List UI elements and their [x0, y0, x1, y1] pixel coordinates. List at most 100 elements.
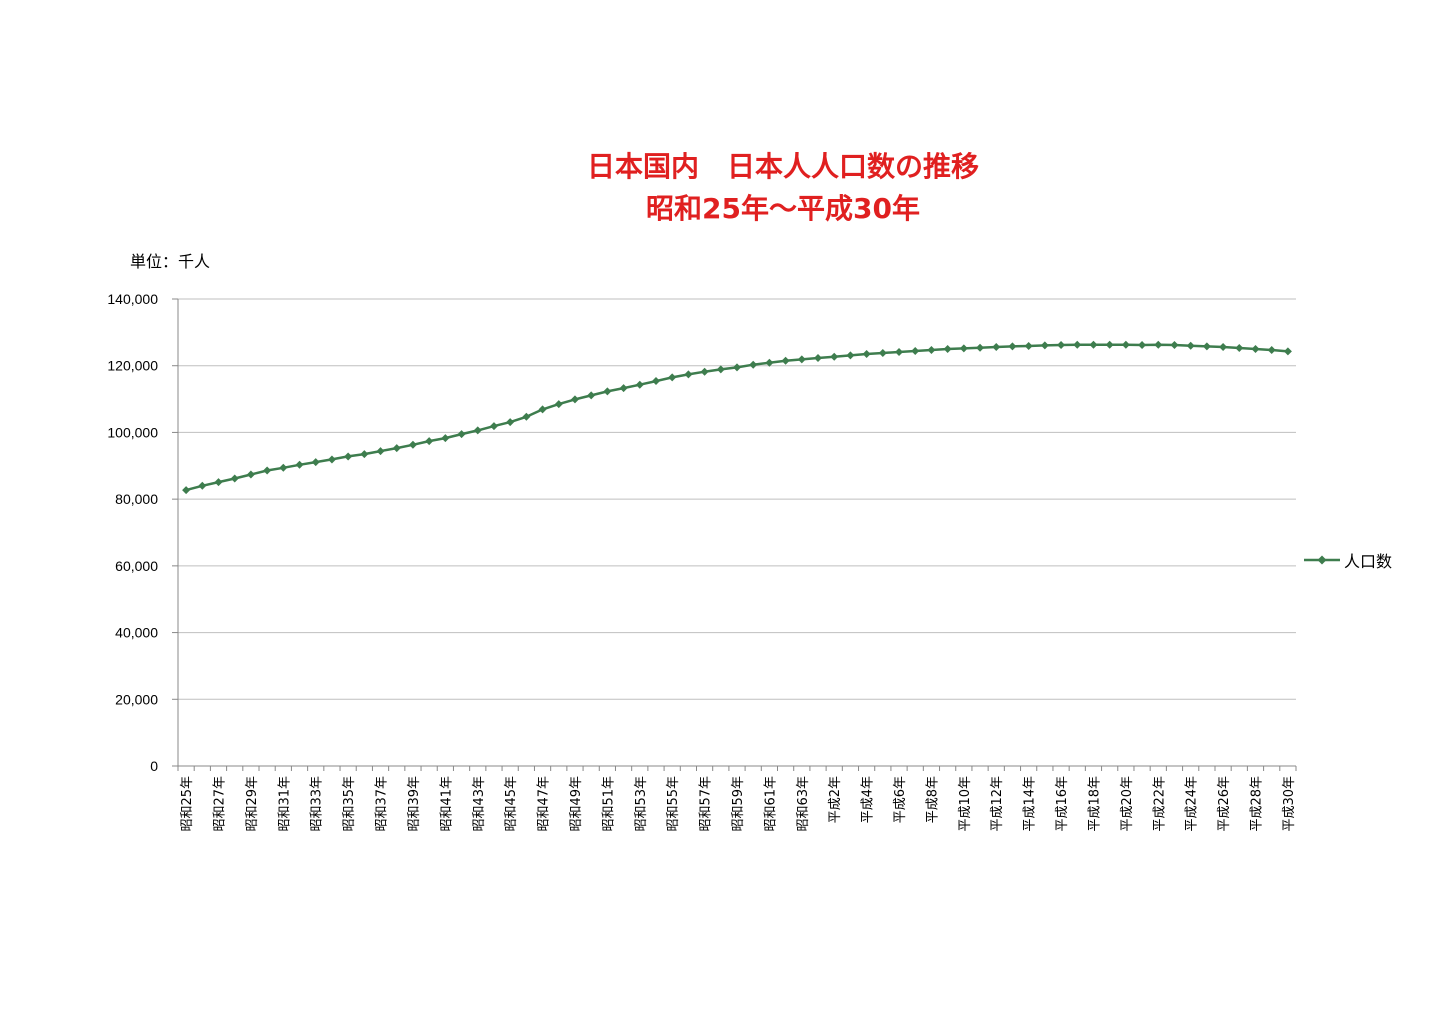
x-tick-label: 昭和57年 — [699, 776, 714, 832]
y-tick-label: 20,000 — [115, 691, 158, 707]
data-point — [522, 412, 531, 421]
y-tick-label: 40,000 — [115, 625, 158, 641]
data-point — [1008, 342, 1017, 351]
data-point — [878, 349, 887, 358]
legend: 人口数 — [1304, 548, 1392, 572]
y-tick-label: 140,000 — [107, 291, 158, 307]
data-point — [797, 355, 806, 364]
data-point — [214, 478, 223, 487]
data-point — [765, 358, 774, 367]
data-point — [830, 352, 839, 361]
x-tick-label: 平成24年 — [1185, 776, 1200, 832]
data-point — [603, 387, 612, 396]
data-point — [976, 343, 985, 352]
x-tick-label: 昭和39年 — [407, 776, 422, 832]
x-tick-label: 昭和51年 — [601, 776, 616, 832]
data-point — [441, 434, 450, 443]
data-point — [457, 430, 466, 439]
data-point — [263, 466, 272, 475]
data-point — [668, 373, 677, 382]
x-tick-label: 昭和61年 — [763, 776, 778, 832]
x-tick-label: 平成4年 — [861, 776, 876, 823]
data-point — [1186, 341, 1195, 350]
x-tick-label: 平成6年 — [893, 776, 908, 823]
data-point — [506, 418, 515, 427]
x-tick-label: 昭和31年 — [277, 776, 292, 832]
data-point — [911, 347, 920, 356]
data-point — [927, 346, 936, 355]
chart-title-line-2: 昭和25年～平成30年 — [646, 192, 920, 225]
x-tick-label: 平成20年 — [1120, 776, 1135, 832]
data-point — [1138, 341, 1147, 350]
data-point — [1024, 342, 1033, 351]
y-tick-labels: 0 20,000 40,000 60,000 80,000 100,000 120,000 1… — [107, 291, 158, 774]
data-point — [392, 444, 401, 453]
x-tick-label: 昭和33年 — [310, 776, 325, 832]
y-tick-label: 100,000 — [107, 424, 158, 440]
data-point — [651, 377, 660, 386]
data-point — [376, 447, 385, 456]
x-tick-label: 昭和63年 — [796, 776, 811, 832]
x-tick-label: 昭和29年 — [245, 776, 260, 832]
x-tick-label: 昭和35年 — [342, 776, 357, 832]
data-point — [1235, 344, 1244, 353]
data-point — [619, 384, 628, 393]
chart-title-line-1: 日本国内 日本人人口数の推移 — [586, 150, 979, 183]
x-tick-label: 昭和37年 — [375, 776, 390, 832]
data-point — [635, 380, 644, 389]
unit-label: 単位：千人 — [130, 252, 211, 271]
data-point — [862, 350, 871, 359]
data-point — [959, 344, 968, 353]
x-tick-label: 昭和43年 — [472, 776, 487, 832]
data-point — [1089, 340, 1098, 349]
data-point — [1202, 342, 1211, 351]
data-point — [587, 391, 596, 400]
data-point — [198, 481, 207, 490]
data-point — [570, 395, 579, 404]
x-tick-label: 昭和27年 — [213, 776, 228, 832]
legend-marker-icon — [1304, 555, 1340, 565]
data-point — [246, 470, 255, 479]
data-point — [749, 360, 758, 369]
x-tick-label: 昭和49年 — [569, 776, 584, 832]
data-point — [360, 450, 369, 459]
data-point — [554, 400, 563, 409]
data-point — [408, 440, 417, 449]
x-tick-label: 昭和41年 — [439, 776, 454, 832]
data-point — [1057, 341, 1066, 350]
x-tick-label: 平成26年 — [1217, 776, 1232, 832]
y-tick-label: 80,000 — [115, 491, 158, 507]
data-point — [992, 343, 1001, 352]
data-point — [1105, 340, 1114, 349]
y-tick-label: 120,000 — [107, 358, 158, 374]
data-point — [684, 370, 693, 379]
data-point — [1283, 347, 1292, 356]
data-point — [279, 463, 288, 472]
x-tick-label: 昭和25年 — [180, 776, 195, 832]
data-point — [1154, 340, 1163, 349]
data-point — [538, 405, 547, 414]
data-point — [895, 348, 904, 357]
data-point — [311, 458, 320, 467]
data-point — [230, 474, 239, 483]
x-tick-label: 平成2年 — [828, 776, 843, 823]
series-line — [182, 340, 1292, 495]
data-point — [1170, 341, 1179, 350]
gridlines — [178, 298, 1296, 700]
data-point — [344, 452, 353, 461]
data-point — [1040, 341, 1049, 350]
x-tick-label: 昭和55年 — [666, 776, 681, 832]
data-point — [1251, 345, 1260, 354]
x-tick-label: 昭和59年 — [731, 776, 746, 832]
x-tick-label: 平成10年 — [958, 776, 973, 832]
x-tick-label: 平成8年 — [925, 776, 940, 823]
x-tick-label: 平成12年 — [990, 776, 1005, 832]
data-point — [716, 365, 725, 374]
x-tick-labels: 昭和25年 昭和27年 昭和29年 昭和31年 昭和33年 昭和35年 昭和37年 昭和39年… — [180, 776, 1297, 832]
y-tick-label: 60,000 — [115, 558, 158, 574]
x-tick-label: 平成28年 — [1249, 776, 1264, 832]
data-point — [1219, 343, 1228, 352]
data-point — [425, 437, 434, 446]
x-tick-label: 昭和47年 — [537, 776, 552, 832]
x-tick-label: 平成22年 — [1152, 776, 1167, 832]
